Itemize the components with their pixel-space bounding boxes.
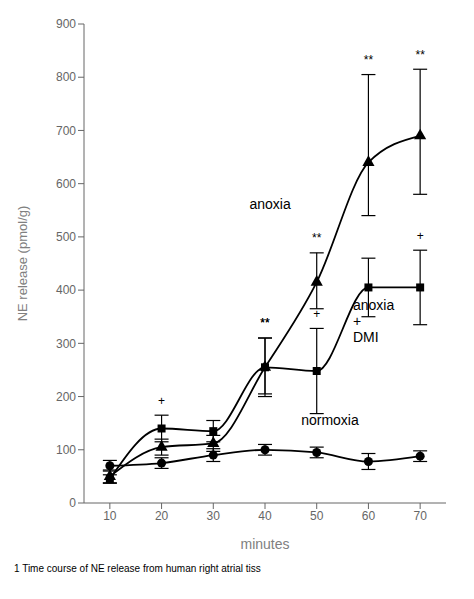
svg-text:**: ** — [260, 316, 270, 330]
svg-text:500: 500 — [56, 230, 76, 244]
svg-text:20: 20 — [155, 509, 169, 523]
svg-text:**: ** — [312, 231, 322, 245]
svg-text:NE release (pmol/g): NE release (pmol/g) — [15, 206, 30, 322]
svg-text:700: 700 — [56, 124, 76, 138]
svg-text:400: 400 — [56, 283, 76, 297]
svg-text:70: 70 — [413, 509, 427, 523]
svg-text:100: 100 — [56, 443, 76, 457]
svg-text:minutes: minutes — [240, 536, 289, 552]
svg-text:60: 60 — [362, 509, 376, 523]
svg-text:200: 200 — [56, 390, 76, 404]
svg-text:600: 600 — [56, 177, 76, 191]
svg-text:300: 300 — [56, 337, 76, 351]
svg-text:**: ** — [415, 48, 425, 62]
svg-text:40: 40 — [258, 509, 272, 523]
svg-text:+: + — [417, 229, 424, 243]
svg-text:**: ** — [260, 316, 270, 330]
svg-text:anoxia: anoxia — [249, 196, 290, 212]
svg-text:+: + — [158, 394, 165, 408]
svg-text:**: ** — [364, 53, 374, 67]
svg-text:50: 50 — [310, 509, 324, 523]
svg-text:30: 30 — [207, 509, 221, 523]
svg-text:800: 800 — [56, 70, 76, 84]
svg-text:+: + — [313, 307, 320, 321]
svg-text:10: 10 — [103, 509, 117, 523]
svg-text:0: 0 — [69, 496, 76, 510]
html-text:1 Time course of NE release fr: 1 Time course of NE release from human r… — [14, 563, 261, 574]
svg-text:anoxia+DMI: anoxia+DMI — [353, 297, 394, 345]
svg-text:900: 900 — [56, 17, 76, 31]
svg-text:normoxia: normoxia — [301, 411, 359, 427]
